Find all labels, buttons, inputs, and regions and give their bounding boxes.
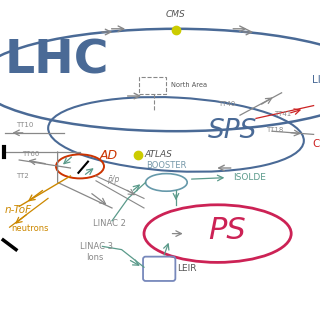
Text: ATLAS: ATLAS — [144, 150, 172, 159]
Text: Ions: Ions — [86, 253, 104, 262]
Text: AD: AD — [99, 149, 117, 162]
Text: PS: PS — [208, 216, 246, 245]
Text: ISOLDE: ISOLDE — [234, 173, 267, 182]
Text: LEIR: LEIR — [178, 264, 197, 273]
Text: p̄/p: p̄/p — [107, 175, 120, 184]
Text: TT41: TT41 — [274, 111, 291, 116]
Text: TT60: TT60 — [22, 151, 40, 156]
Text: North Area: North Area — [171, 83, 207, 88]
Text: TT40: TT40 — [218, 101, 235, 107]
Text: C: C — [312, 139, 319, 149]
Text: n-ToF: n-ToF — [5, 204, 32, 215]
Text: LINAC 2: LINAC 2 — [93, 220, 126, 228]
Text: CMS: CMS — [166, 10, 186, 19]
Text: TT2: TT2 — [16, 173, 29, 179]
Text: neutrons: neutrons — [11, 224, 49, 233]
Text: LINAC 3: LINAC 3 — [80, 242, 113, 251]
Text: TT18: TT18 — [266, 127, 283, 132]
Text: SPS: SPS — [208, 118, 257, 144]
Text: LHC: LHC — [5, 38, 109, 83]
Text: BOOSTER: BOOSTER — [146, 161, 187, 170]
Text: LI: LI — [312, 75, 320, 85]
Text: TT10: TT10 — [16, 122, 33, 128]
